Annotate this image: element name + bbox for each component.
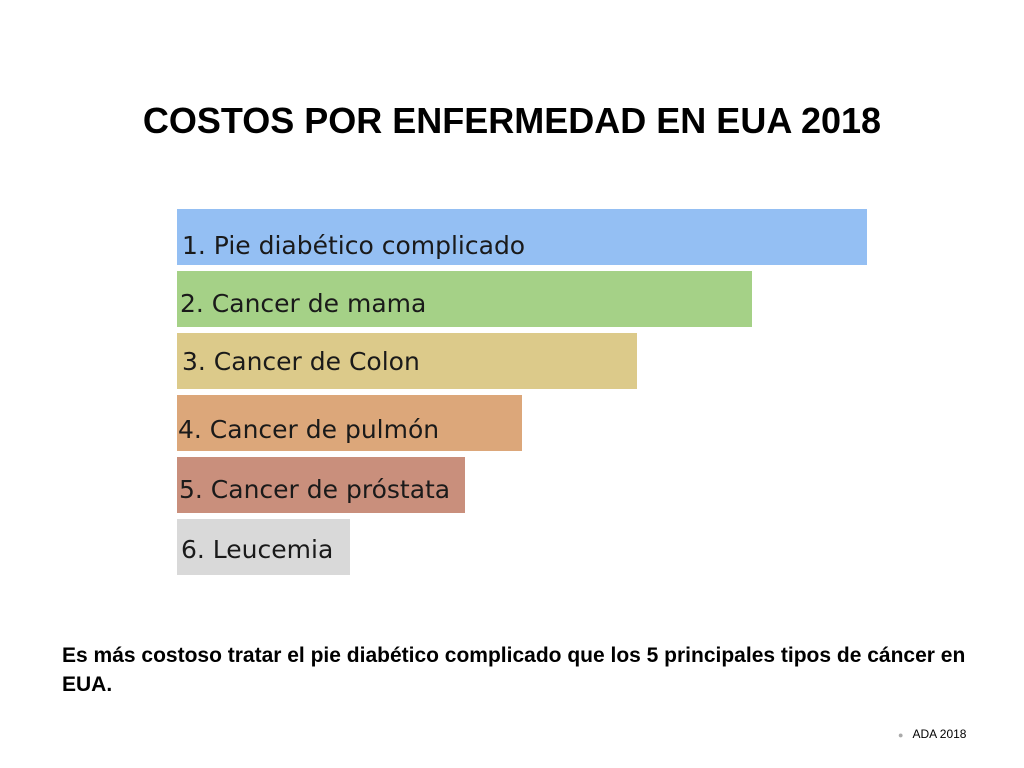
source-text: ADA 2018 (912, 727, 967, 741)
bar-label-5: 5. Cancer de próstata (179, 475, 451, 504)
bar-6 (177, 519, 350, 575)
slide-title: COSTOS POR ENFERMEDAD EN EUA 2018 (142, 100, 882, 141)
bar-label-4: 4. Cancer de pulmón (178, 415, 440, 444)
bar-1 (177, 209, 867, 265)
bar-label-2: 2. Cancer de mama (180, 289, 427, 318)
bar-2 (177, 271, 752, 327)
bar-5 (177, 457, 465, 513)
bar-label-6: 6. Leucemia (181, 535, 334, 564)
bullet-icon: ● (898, 730, 904, 740)
bar-label-1: 1. Pie diabético complicado (182, 231, 526, 260)
bar-3 (177, 333, 637, 389)
slide-caption: Es más costoso tratar el pie diabético c… (62, 644, 966, 696)
source-note: ● ADA 2018 (898, 727, 966, 741)
bar-4 (177, 395, 522, 451)
bar-label-3: 3. Cancer de Colon (182, 347, 420, 376)
